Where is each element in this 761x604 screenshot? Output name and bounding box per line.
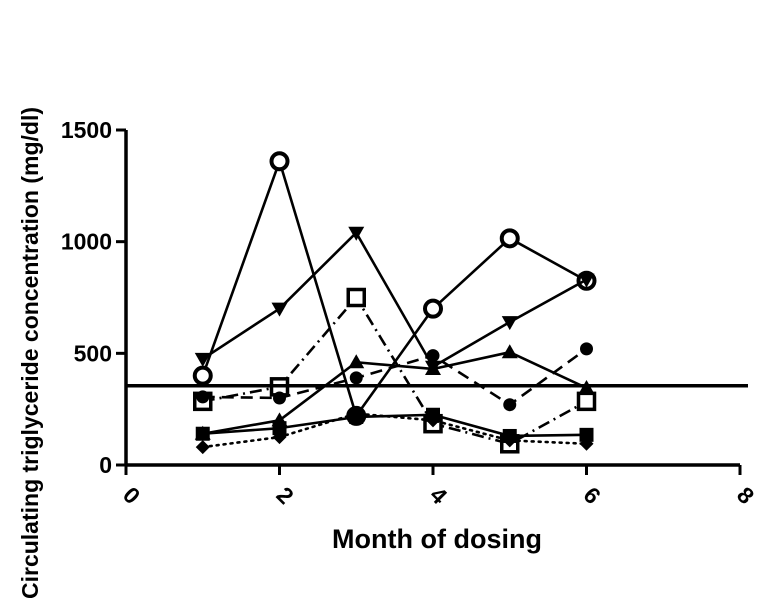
open-circle-marker — [269, 151, 290, 172]
x-tick-label: 0 — [118, 482, 145, 509]
diamond-marker — [272, 430, 287, 445]
series-line-open-circle — [201, 159, 588, 418]
filled-square-marker — [272, 421, 287, 436]
open-circle-marker — [192, 365, 213, 386]
x-tick-label: 4 — [425, 482, 453, 510]
series-diamond — [195, 406, 594, 455]
open-circle-marker — [423, 298, 443, 319]
y-tick-label: 500 — [74, 340, 112, 366]
down-triangle-marker — [194, 352, 211, 367]
series-down-triangle — [194, 226, 595, 375]
filled-square-marker — [579, 427, 594, 442]
diamond-marker — [349, 406, 364, 421]
down-triangle-marker — [271, 302, 288, 317]
open-circle-marker — [499, 228, 520, 249]
filled-circle-marker — [580, 342, 593, 356]
down-triangle-marker — [578, 273, 595, 288]
diamond-marker — [502, 433, 517, 448]
series-line-filled-circle — [202, 347, 588, 407]
open-square-marker — [346, 287, 366, 308]
x-axis-label: Month of dosing — [332, 524, 542, 554]
x-tick-label: 6 — [578, 482, 605, 509]
filled-circle-marker — [426, 349, 440, 363]
filled-circle-marker — [273, 391, 286, 405]
open-square-marker — [576, 391, 597, 412]
filled-circle-marker — [196, 390, 210, 404]
series-line-diamond — [201, 412, 588, 449]
series-open-circle — [192, 151, 597, 426]
y-axis-label: Circulating triglyceride concentration (… — [17, 107, 43, 599]
diamond-marker — [426, 413, 440, 428]
up-triangle-marker — [425, 360, 441, 375]
series-line-down-triangle — [202, 231, 588, 369]
diamond-marker — [579, 436, 594, 451]
down-triangle-marker — [501, 316, 518, 331]
series-open-square — [193, 287, 597, 454]
y-tick-label: 1000 — [61, 229, 112, 255]
down-triangle-marker — [348, 226, 365, 241]
up-triangle-marker — [348, 354, 365, 369]
up-triangle-marker — [501, 344, 518, 359]
series-line-open-square — [202, 296, 588, 446]
y-tick-label: 1500 — [61, 117, 112, 143]
axis-ticks: 0 500 1000 1500 0 2 4 6 8 — [61, 117, 760, 509]
y-tick-label: 0 — [99, 452, 112, 478]
filled-circle-marker — [349, 371, 363, 385]
x-tick-label: 8 — [732, 482, 760, 510]
filled-circle-marker — [503, 398, 517, 412]
x-tick-label: 2 — [271, 482, 298, 509]
filled-square-marker — [195, 426, 210, 441]
series-line-up-triangle — [202, 350, 588, 436]
series-filled-circle — [196, 342, 593, 412]
series-layer — [192, 151, 597, 455]
diamond-marker — [195, 440, 210, 455]
